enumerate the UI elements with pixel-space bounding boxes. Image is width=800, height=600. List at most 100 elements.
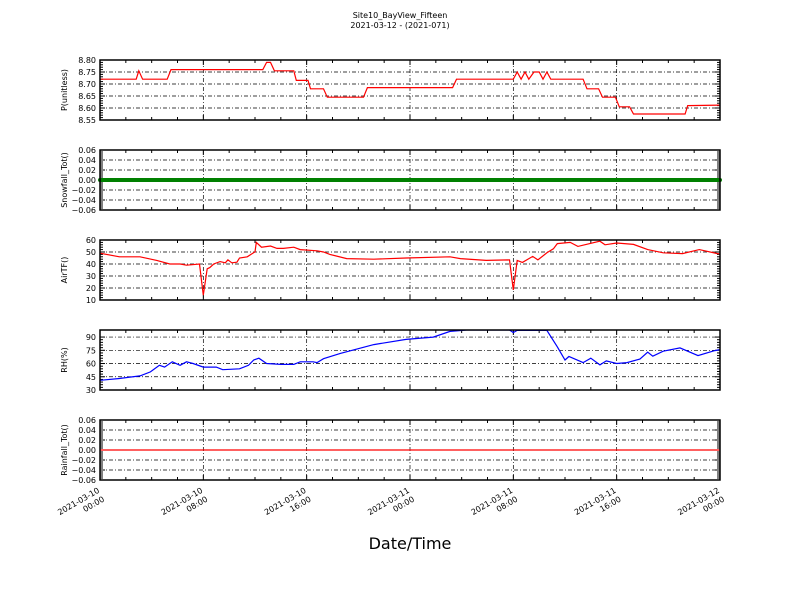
series-marker	[233, 178, 238, 182]
series-marker	[282, 178, 287, 182]
series-marker	[146, 178, 151, 182]
series-marker	[107, 178, 112, 182]
axes-frame	[99, 149, 721, 211]
series-marker	[336, 178, 341, 182]
series-marker	[514, 178, 519, 182]
series-marker	[437, 178, 442, 182]
series-marker	[504, 178, 509, 182]
series-marker	[479, 178, 484, 182]
y-tick-label: −0.04	[71, 466, 96, 475]
series-marker	[521, 178, 526, 182]
x-tick-label: 2021-03-1000:00	[56, 486, 106, 526]
series-marker	[685, 178, 690, 182]
y-tick-label: 0.02	[78, 436, 96, 445]
series-marker	[417, 178, 422, 182]
x-axis-label: Date/Time	[368, 534, 452, 553]
series-marker	[572, 178, 577, 182]
series-marker	[285, 178, 290, 182]
series-marker	[491, 178, 496, 182]
series-marker	[139, 178, 144, 182]
y-tick-label: 90	[86, 333, 96, 342]
series-marker	[110, 178, 115, 182]
y-axis-label: Snowfall_Tot()	[60, 152, 69, 208]
series-marker	[320, 178, 325, 182]
panel-punitless: 8.55 8.60 8.65 8.70 8.75 8.80 P(unitless)	[60, 56, 721, 125]
series-marker	[640, 178, 645, 182]
series-marker	[191, 178, 196, 182]
series-marker	[201, 178, 206, 182]
series-marker	[101, 178, 106, 182]
panel-snowfalltot: −0.06−0.04−0.020.000.020.040.06 Snowfall_…	[60, 146, 722, 215]
y-tick-label: 0.00	[78, 176, 96, 185]
y-tick-label: 8.75	[78, 68, 96, 77]
series-marker	[207, 178, 212, 182]
y-tick-label: 0.00	[78, 446, 96, 455]
series-marker	[304, 178, 309, 182]
y-tick-label: 8.80	[78, 56, 96, 65]
series-marker	[427, 178, 432, 182]
series-marker	[440, 178, 445, 182]
series-marker	[714, 178, 719, 182]
series-marker	[692, 178, 697, 182]
series-marker	[540, 178, 545, 182]
y-tick-label: 8.60	[78, 104, 96, 113]
series-marker	[650, 178, 655, 182]
y-tick-label: −0.06	[71, 476, 96, 485]
series-marker	[143, 178, 148, 182]
y-tick-label: 0.04	[78, 426, 96, 435]
y-tick-label: −0.04	[71, 196, 96, 205]
series-marker	[230, 178, 235, 182]
series-marker	[356, 178, 361, 182]
series-line	[100, 240, 720, 296]
series-marker	[346, 178, 351, 182]
series-marker	[314, 178, 319, 182]
series-marker	[375, 178, 380, 182]
series-marker	[162, 178, 167, 182]
series-marker	[708, 178, 713, 182]
series-marker	[152, 178, 157, 182]
y-tick-label: 30	[86, 272, 96, 281]
series-marker	[563, 178, 567, 182]
series-marker	[608, 178, 613, 182]
series-marker	[701, 178, 706, 182]
series-marker	[353, 178, 358, 182]
series-marker	[349, 178, 354, 182]
series-marker	[433, 178, 438, 182]
series-marker	[165, 178, 170, 182]
series-marker	[204, 178, 209, 182]
series-marker	[211, 178, 216, 182]
series-marker	[498, 178, 503, 182]
series-marker	[579, 178, 584, 182]
series-marker	[537, 178, 542, 182]
series-marker	[265, 178, 270, 182]
series-marker	[256, 178, 261, 182]
series-marker	[472, 178, 477, 182]
y-tick-label: 60	[86, 236, 96, 245]
series-marker	[511, 178, 516, 182]
series-marker	[130, 178, 135, 182]
series-marker	[621, 178, 626, 182]
series-line	[100, 61, 720, 115]
series-marker	[382, 178, 387, 182]
series-marker	[598, 178, 603, 182]
series-marker	[672, 178, 677, 182]
series-marker	[524, 178, 529, 182]
y-axis-label: AirTF()	[60, 257, 69, 284]
series-marker	[156, 178, 161, 182]
series-marker	[133, 178, 138, 182]
y-tick-label: 40	[86, 260, 96, 269]
y-tick-label: 45	[86, 373, 96, 382]
series-marker	[424, 178, 429, 182]
series-marker	[398, 178, 403, 182]
series-marker	[330, 178, 335, 182]
series-marker	[243, 178, 248, 182]
series-marker	[634, 178, 639, 182]
y-axis-label: RH(%)	[60, 347, 69, 372]
series-marker	[676, 178, 681, 182]
series-marker	[530, 178, 535, 182]
panel-rh: 30 45 60 75 90 RH(%)	[60, 329, 721, 395]
series-marker	[624, 178, 629, 182]
series-marker	[698, 178, 703, 182]
series-marker	[185, 178, 190, 182]
